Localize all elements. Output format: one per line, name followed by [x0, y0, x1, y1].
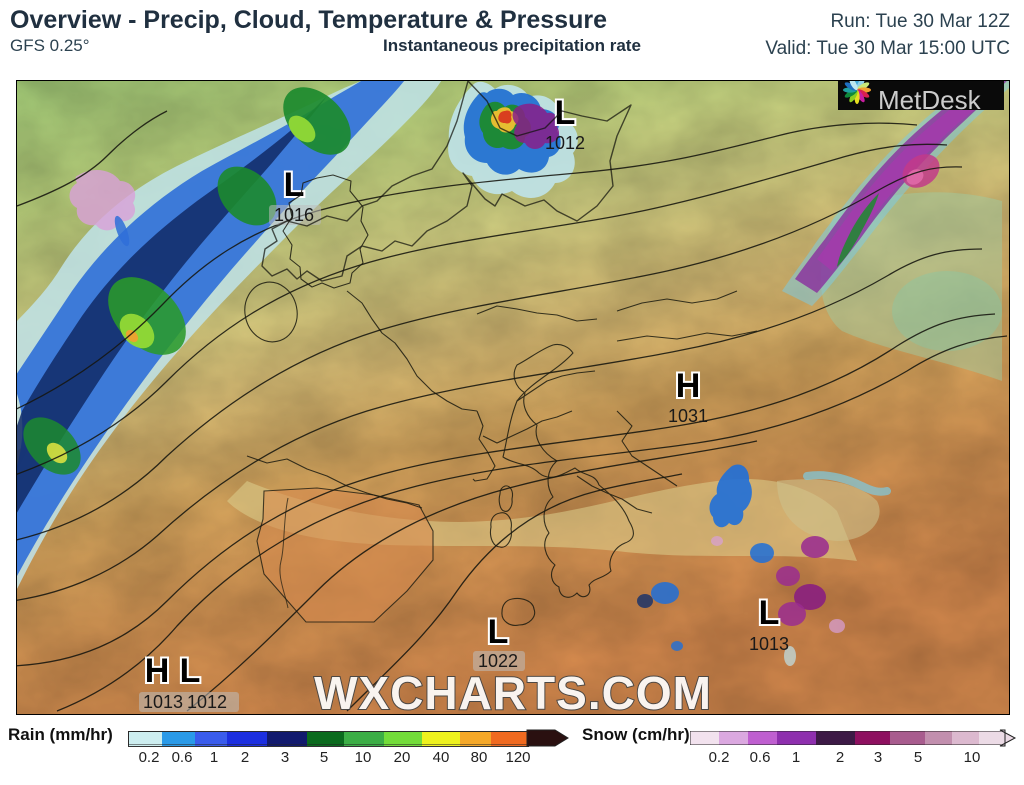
svg-text:H: H	[145, 652, 170, 690]
svg-text:1031: 1031	[668, 406, 708, 426]
svg-text:H: H	[676, 367, 701, 405]
svg-text:L: L	[180, 652, 201, 690]
svg-text:1012: 1012	[187, 692, 227, 712]
svg-text:L: L	[759, 594, 780, 632]
svg-text:1013: 1013	[143, 692, 183, 712]
svg-text:L: L	[488, 613, 509, 651]
svg-text:WXCHARTS.COM: WXCHARTS.COM	[314, 667, 712, 714]
svg-text:1012: 1012	[545, 133, 585, 153]
svg-text:L: L	[284, 166, 305, 204]
svg-text:1016: 1016	[274, 205, 314, 225]
svg-text:1013: 1013	[749, 634, 789, 654]
